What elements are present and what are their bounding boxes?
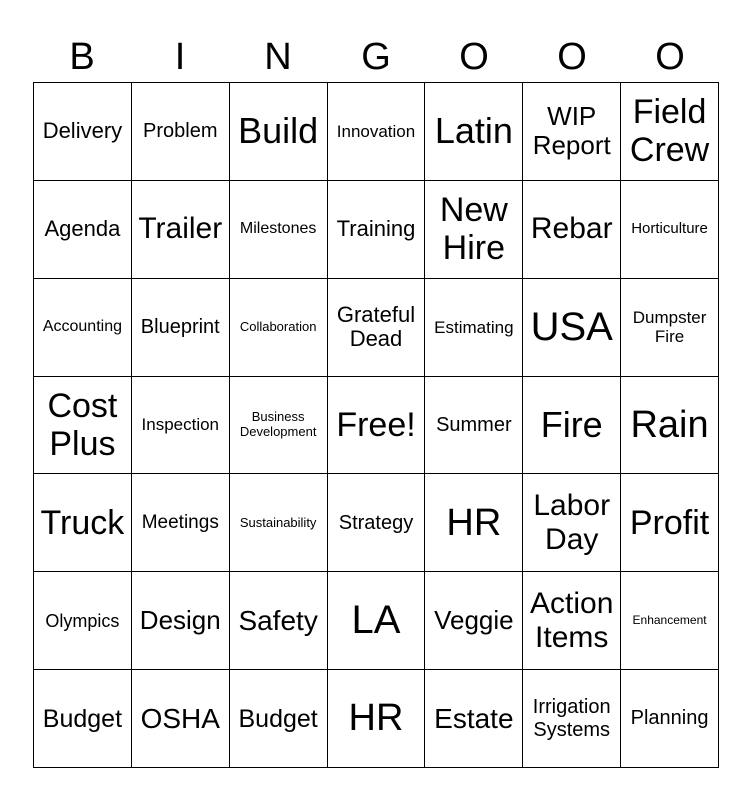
header-letter: O bbox=[459, 36, 489, 78]
bingo-cell[interactable]: Dumpster Fire bbox=[621, 278, 719, 377]
bingo-cell[interactable]: Cost Plus bbox=[34, 376, 132, 475]
bingo-cell[interactable]: Planning bbox=[621, 670, 719, 768]
bingo-cell[interactable]: OSHA bbox=[131, 670, 230, 768]
bingo-cell[interactable]: Agenda bbox=[34, 180, 132, 279]
bingo-cell[interactable]: Build bbox=[229, 83, 328, 181]
bingo-cell[interactable]: Training bbox=[327, 180, 426, 279]
bingo-cell[interactable]: Innovation bbox=[327, 83, 426, 181]
bingo-cell[interactable]: Truck bbox=[34, 474, 132, 573]
bingo-cell[interactable]: Free! bbox=[327, 376, 426, 475]
bingo-cell[interactable]: Safety bbox=[229, 572, 328, 671]
header-letter: G bbox=[361, 36, 391, 78]
header-letter: O bbox=[557, 36, 587, 78]
bingo-cell[interactable]: Latin bbox=[425, 83, 524, 181]
bingo-cell[interactable]: Action Items bbox=[523, 572, 622, 671]
bingo-cell[interactable]: Olympics bbox=[34, 572, 132, 671]
bingo-cell[interactable]: Enhancement bbox=[621, 572, 719, 671]
header-letter: N bbox=[264, 36, 292, 78]
bingo-cell[interactable]: Sustainability bbox=[229, 474, 328, 573]
bingo-cell[interactable]: Grateful Dead bbox=[327, 278, 426, 377]
bingo-cell[interactable]: Milestones bbox=[229, 180, 328, 279]
bingo-cell[interactable]: Estimating bbox=[425, 278, 524, 377]
bingo-cell[interactable]: HR bbox=[425, 474, 524, 573]
bingo-cell[interactable]: Accounting bbox=[34, 278, 132, 377]
bingo-cell[interactable]: Business Development bbox=[229, 376, 328, 475]
bingo-cell[interactable]: Problem bbox=[131, 83, 230, 181]
bingo-cell[interactable]: Collaboration bbox=[229, 278, 328, 377]
header-letter: I bbox=[174, 36, 186, 78]
bingo-cell[interactable]: Blueprint bbox=[131, 278, 230, 377]
bingo-cell[interactable]: Budget bbox=[229, 670, 328, 768]
bingo-cell[interactable]: New Hire bbox=[425, 180, 524, 279]
bingo-cell[interactable]: Rebar bbox=[523, 180, 622, 279]
bingo-cell[interactable]: Veggie bbox=[425, 572, 524, 671]
header-letter: B bbox=[69, 36, 95, 78]
bingo-cell[interactable]: Irrigation Systems bbox=[523, 670, 622, 768]
bingo-cell[interactable]: Budget bbox=[34, 670, 132, 768]
header-letter: O bbox=[655, 36, 685, 78]
bingo-cell[interactable]: LA bbox=[327, 572, 426, 671]
bingo-cell[interactable]: Trailer bbox=[131, 180, 230, 279]
bingo-cell[interactable]: Field Crew bbox=[621, 83, 719, 181]
bingo-cell[interactable]: Horticulture bbox=[621, 180, 719, 279]
bingo-cell[interactable]: Meetings bbox=[131, 474, 230, 573]
bingo-cell[interactable]: Fire bbox=[523, 376, 622, 475]
bingo-cell[interactable]: Labor Day bbox=[523, 474, 622, 573]
bingo-cell[interactable]: Delivery bbox=[34, 83, 132, 181]
bingo-cell[interactable]: USA bbox=[523, 278, 622, 377]
bingo-cell[interactable]: Design bbox=[131, 572, 230, 671]
bingo-cell[interactable]: Strategy bbox=[327, 474, 426, 573]
bingo-cell[interactable]: HR bbox=[327, 670, 426, 768]
bingo-cell[interactable]: Profit bbox=[621, 474, 719, 573]
bingo-cell[interactable]: Summer bbox=[425, 376, 524, 475]
bingo-grid: Delivery Problem Build Innovation Latin WIP R… bbox=[33, 82, 719, 768]
bingo-cell[interactable]: Rain bbox=[621, 376, 719, 475]
bingo-cell[interactable]: WIP Report bbox=[523, 83, 622, 181]
bingo-cell[interactable]: Inspection bbox=[131, 376, 230, 475]
bingo-cell[interactable]: Estate bbox=[425, 670, 524, 768]
